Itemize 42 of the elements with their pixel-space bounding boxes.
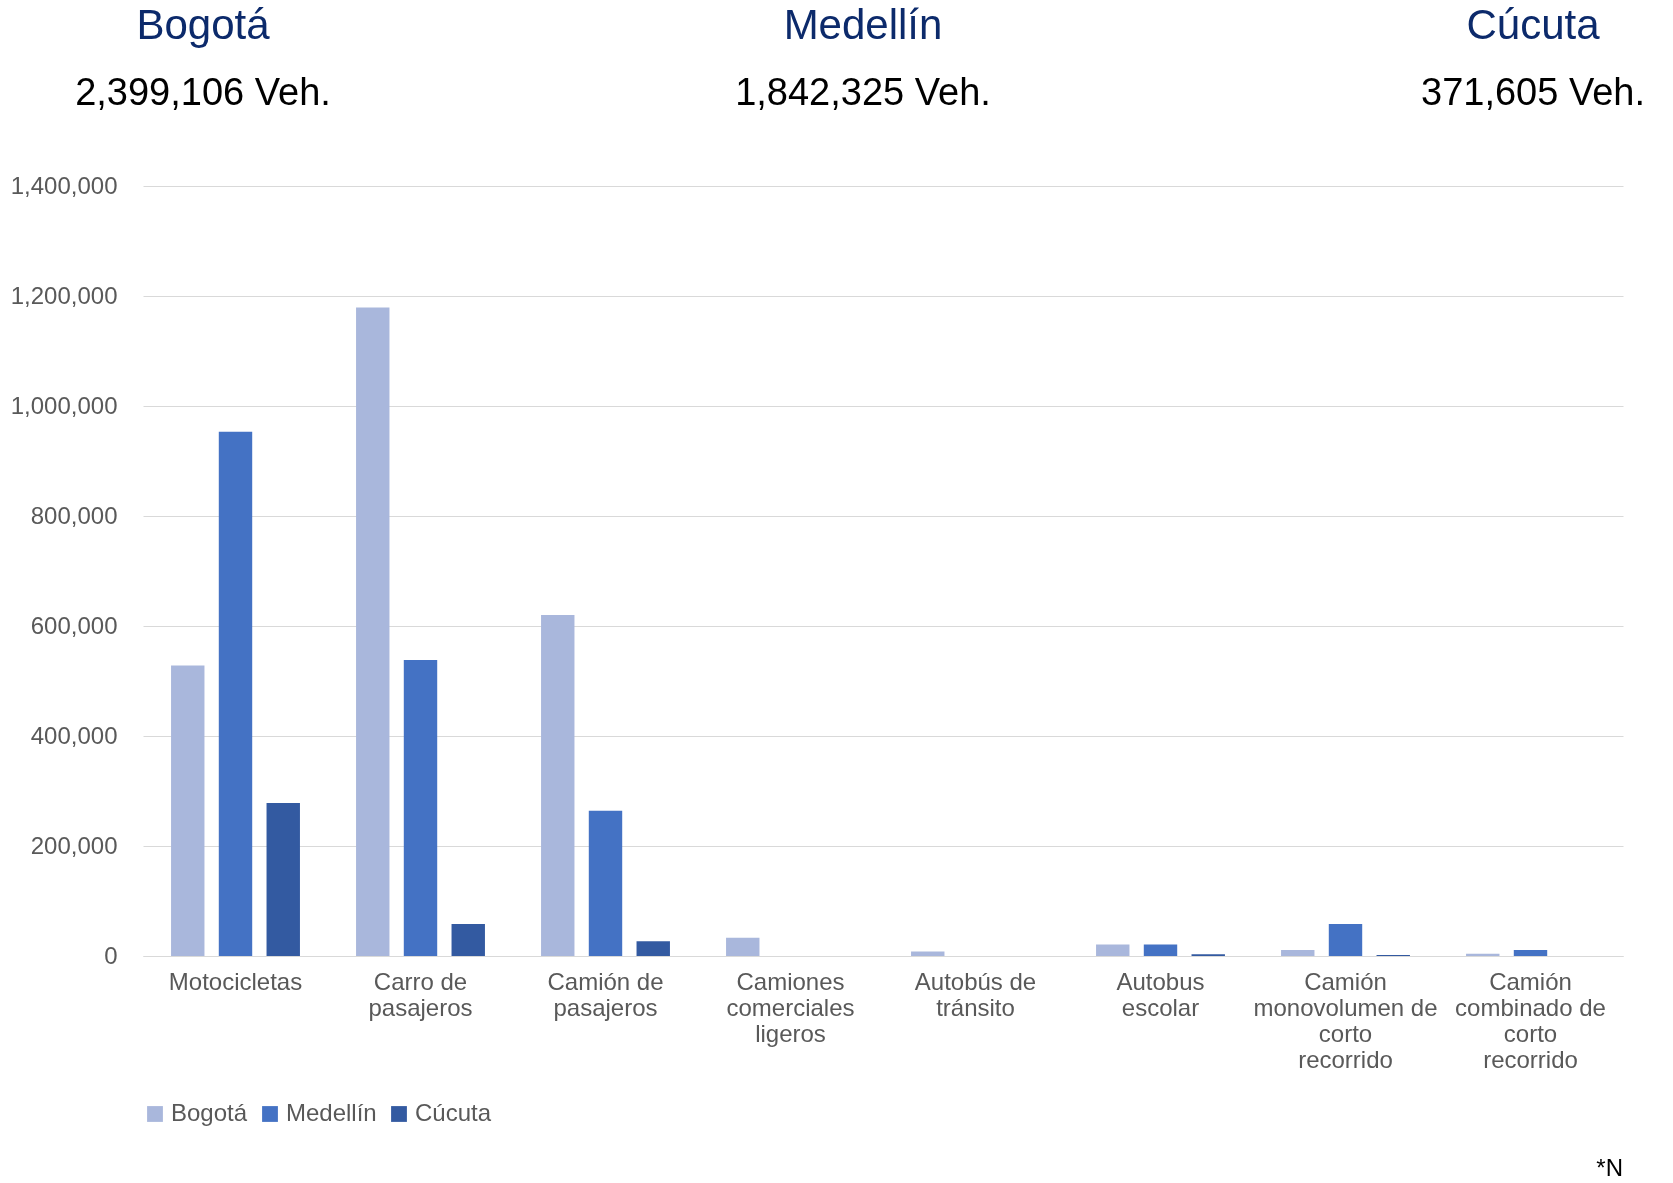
y-tick-label: 400,000 [30,721,118,749]
bar [356,307,390,956]
y-tick-label: 0 [104,941,118,969]
x-tick-label: Autobús de tránsito [914,967,1037,1021]
bar [451,924,485,956]
text: Medellín [783,1,943,48]
text: *N [1596,1154,1623,1181]
x-tick-label: Camión combinado de corto recorrido [1455,967,1606,1073]
x-tick-label: Autobus escolar [1116,967,1205,1021]
y-tick-label: 200,000 [30,831,118,859]
y-tick-label: 1,400,000 [10,171,118,199]
bar [1281,949,1315,956]
legend-label: Cúcuta [415,1099,492,1126]
legend-label: Medellín [286,1099,377,1126]
text: 2,399,106 Veh. [75,71,331,113]
y-tick-label: 1,200,000 [10,281,118,309]
bar [171,665,205,956]
x-tick-label: Motocicletas [168,967,303,995]
bar [911,951,945,956]
bar [541,615,575,956]
x-tick-label: Carro de pasajeros [368,967,473,1021]
text: 371,605 Veh. [1421,71,1645,113]
y-tick-label: 800,000 [30,501,118,529]
bar [726,937,760,956]
y-tick-label: 1,000,000 [10,391,118,419]
bar [1513,949,1548,956]
bar [403,660,438,956]
y-tick-label: 600,000 [30,611,118,639]
bar [636,941,670,956]
bar [1328,924,1363,956]
text: 1,842,325 Veh. [735,71,991,113]
bar [1096,944,1130,956]
legend-label: Bogotá [171,1099,248,1126]
x-tick-label: Camión de pasajeros [547,967,664,1021]
text: Bogotá [136,1,271,48]
x-tick-label: Camión monovolumen de corto recorrido [1253,967,1438,1073]
text: Cúcuta [1466,1,1601,48]
bar [266,803,300,956]
bar [1143,944,1178,956]
bar [218,431,253,956]
x-tick-label: Camiones comerciales ligeros [726,967,855,1047]
bar [588,810,623,956]
